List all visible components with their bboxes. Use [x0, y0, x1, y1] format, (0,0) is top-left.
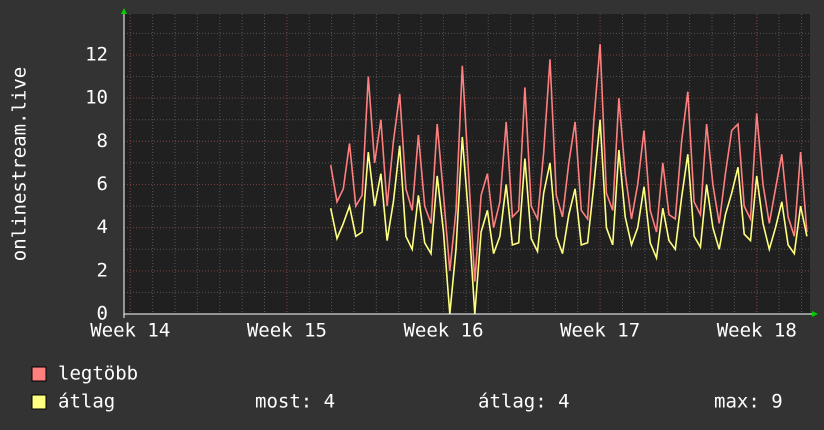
x-tick-label: Week 16	[403, 320, 483, 342]
y-tick-label: 4	[97, 216, 108, 238]
y-tick-label: 6	[97, 173, 108, 195]
legend-swatch	[31, 394, 47, 410]
y-tick-label: 8	[97, 130, 108, 152]
grid	[124, 14, 810, 315]
y-tick-label: 2	[97, 259, 108, 281]
stat-label: átlag: 4	[478, 391, 570, 413]
marks	[329, 44, 808, 315]
stat-label: most: 4	[255, 391, 335, 413]
series-line	[329, 44, 808, 282]
series-line	[329, 119, 808, 315]
x-tick-label: Week 15	[247, 320, 327, 342]
x-tick-label: Week 17	[560, 320, 640, 342]
legend-label: legtöbb	[58, 363, 138, 385]
y-axis-label: onlinestream.live	[9, 67, 31, 261]
y-tick-label: 12	[85, 44, 108, 66]
stat-label: max: 9	[714, 391, 783, 413]
plot-area	[124, 14, 810, 314]
legend-label: átlag	[58, 391, 115, 413]
legend-swatch	[31, 366, 47, 382]
x-tick-label: Week 18	[717, 320, 797, 342]
y-tick-label: 0	[97, 303, 108, 325]
y-tick-label: 10	[85, 87, 108, 109]
x-tick-label: Week 14	[90, 320, 170, 342]
x-arrow	[812, 311, 818, 317]
y-arrow	[121, 8, 127, 14]
legend: legtöbb átlag most: 4 átlag: 4 max: 9	[31, 363, 783, 413]
